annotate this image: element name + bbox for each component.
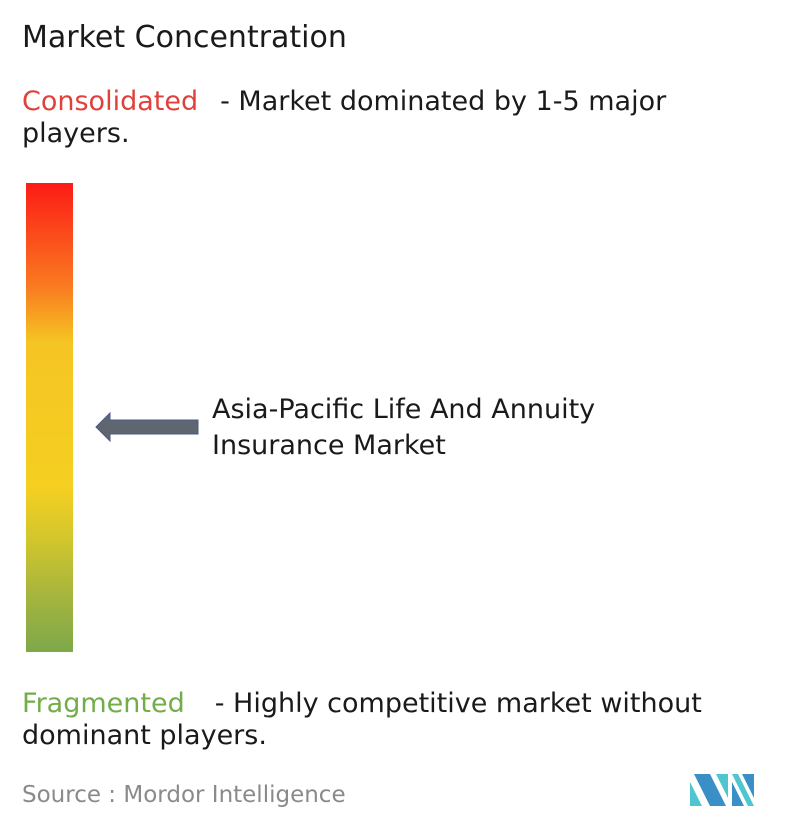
fragmented-description: - Highly competitive market without domi… — [22, 688, 702, 751]
market-name: Asia-Pacific Life And Annuity Insurance … — [212, 392, 612, 464]
concentration-gradient-bar — [26, 183, 73, 652]
source-value: Mordor Intelligence — [123, 782, 346, 808]
consolidated-legend: Consolidated - Market dominated by 1-5 ma… — [22, 86, 782, 150]
fragmented-legend: Fragmented - Highly competitive market wi… — [22, 688, 792, 752]
page-title: Market Concentration — [22, 20, 347, 55]
source-label: Source : — [22, 782, 117, 808]
consolidated-label: Consolidated — [22, 86, 199, 117]
market-position-arrow-icon — [95, 412, 199, 442]
market-name-text: Asia-Pacific Life And Annuity Insurance … — [212, 394, 596, 461]
fragmented-label: Fragmented — [22, 688, 185, 719]
mordor-intelligence-logo-icon — [690, 774, 754, 806]
source-credit: Source : Mordor Intelligence — [22, 782, 346, 808]
consolidated-description: - Market dominated by 1-5 major players. — [22, 86, 667, 149]
